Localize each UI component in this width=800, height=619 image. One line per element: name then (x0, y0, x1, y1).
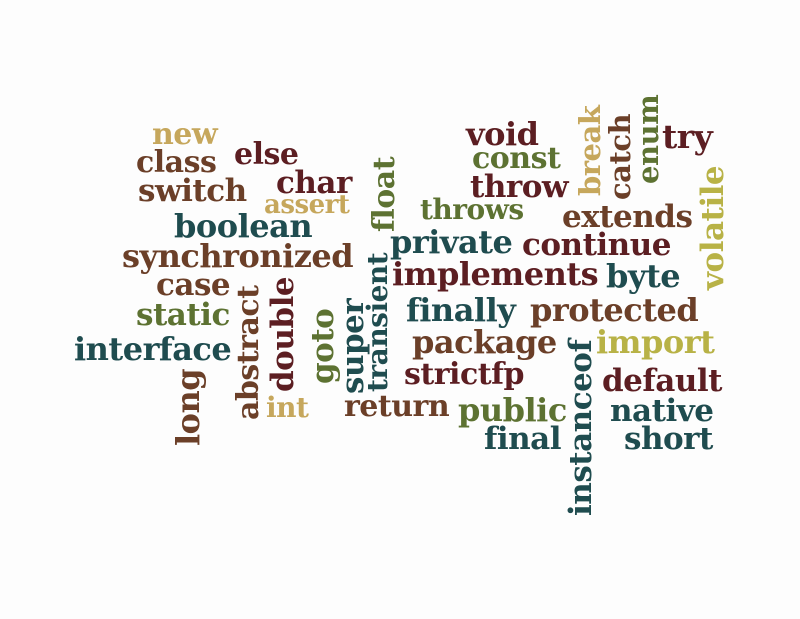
word-long: long (169, 368, 207, 446)
word-void: void (466, 115, 539, 153)
word-protected: protected (530, 291, 699, 329)
word-native: native (610, 393, 714, 429)
word-final: final (484, 421, 562, 457)
word-assert: assert (264, 190, 350, 220)
word-case: case (156, 267, 231, 303)
word-extends: extends (562, 199, 693, 235)
word-strictfp: strictfp (404, 357, 524, 392)
word-public: public (458, 391, 567, 429)
word-float: float (367, 156, 402, 232)
word-package: package (412, 323, 557, 361)
word-const: const (472, 141, 561, 176)
word-static: static (136, 297, 230, 333)
word-private: private (390, 223, 513, 261)
word-short: short (624, 421, 713, 457)
word-break: break (573, 105, 607, 196)
word-byte: byte (606, 257, 681, 295)
word-char: char (276, 165, 352, 201)
word-volatile: volatile (695, 165, 731, 290)
word-implements: implements (392, 255, 599, 293)
word-else: else (234, 137, 299, 172)
word-continue: continue (522, 227, 672, 263)
word-switch: switch (138, 173, 247, 209)
word-synchronized: synchronized (122, 237, 354, 275)
word-return: return (344, 389, 450, 424)
word-try: try (662, 117, 713, 156)
word-new: new (152, 117, 218, 152)
word-class: class (136, 145, 217, 180)
word-transient: transient (361, 252, 394, 392)
word-abstract: abstract (231, 285, 266, 420)
word-double: double (265, 276, 301, 392)
word-import: import (596, 323, 715, 361)
word-boolean: boolean (174, 207, 313, 245)
word-default: default (602, 363, 722, 399)
word-throw: throw (470, 169, 569, 205)
word-instanceof: instanceof (563, 339, 599, 516)
word-int: int (266, 391, 309, 424)
word-throws: throws (420, 193, 524, 226)
word-finally: finally (406, 291, 516, 329)
word-interface: interface (74, 330, 232, 368)
word-enum: enum (631, 94, 665, 184)
